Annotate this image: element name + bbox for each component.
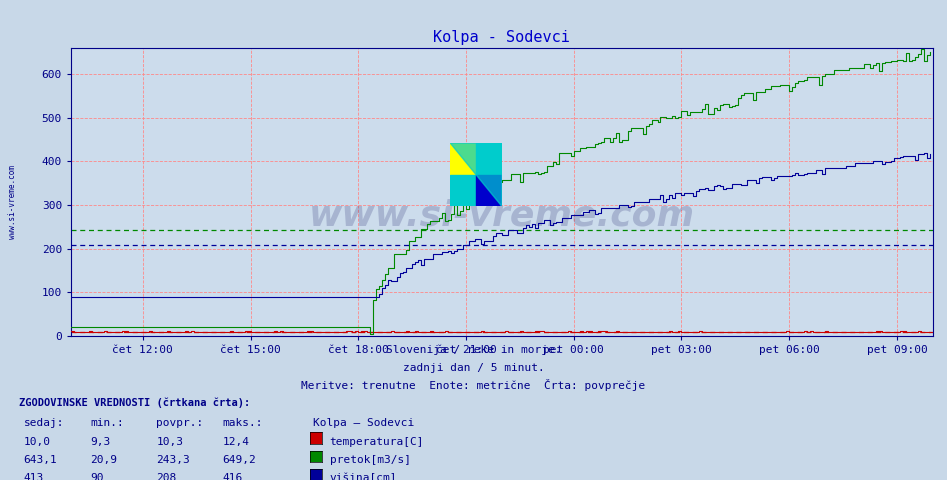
Text: 20,9: 20,9 — [90, 455, 117, 465]
Text: www.si-vreme.com: www.si-vreme.com — [309, 198, 695, 232]
Text: 413: 413 — [24, 473, 44, 480]
Text: sedaj:: sedaj: — [24, 418, 64, 428]
Text: min.:: min.: — [90, 418, 124, 428]
Bar — [450, 143, 476, 175]
Text: 9,3: 9,3 — [90, 437, 110, 447]
Text: www.si-vreme.com: www.si-vreme.com — [8, 165, 17, 239]
Bar — [450, 175, 476, 206]
Text: Kolpa – Sodevci: Kolpa – Sodevci — [313, 418, 414, 428]
Text: zadnji dan / 5 minut.: zadnji dan / 5 minut. — [402, 363, 545, 373]
Polygon shape — [450, 143, 476, 175]
Text: Meritve: trenutne  Enote: metrične  Črta: povprečje: Meritve: trenutne Enote: metrične Črta: … — [301, 379, 646, 391]
Text: maks.:: maks.: — [223, 418, 263, 428]
Text: 416: 416 — [223, 473, 242, 480]
Text: temperatura[C]: temperatura[C] — [330, 437, 424, 447]
Polygon shape — [450, 175, 502, 206]
Text: 12,4: 12,4 — [223, 437, 250, 447]
Text: ZGODOVINSKE VREDNOSTI (črtkana črta):: ZGODOVINSKE VREDNOSTI (črtkana črta): — [19, 397, 250, 408]
Text: 90: 90 — [90, 473, 103, 480]
Text: povpr.:: povpr.: — [156, 418, 204, 428]
Text: 208: 208 — [156, 473, 176, 480]
Title: Kolpa - Sodevci: Kolpa - Sodevci — [434, 30, 570, 46]
Polygon shape — [476, 175, 502, 206]
Text: 643,1: 643,1 — [24, 455, 58, 465]
Text: 649,2: 649,2 — [223, 455, 257, 465]
Polygon shape — [450, 143, 476, 175]
Text: Slovenija / reke in morje.: Slovenija / reke in morje. — [385, 345, 562, 355]
Polygon shape — [450, 143, 502, 206]
Polygon shape — [476, 143, 502, 175]
Text: višina[cm]: višina[cm] — [330, 473, 397, 480]
Text: 10,3: 10,3 — [156, 437, 184, 447]
Text: 10,0: 10,0 — [24, 437, 51, 447]
Bar — [476, 143, 502, 175]
Bar — [476, 175, 502, 206]
Text: pretok[m3/s]: pretok[m3/s] — [330, 455, 411, 465]
Text: 243,3: 243,3 — [156, 455, 190, 465]
